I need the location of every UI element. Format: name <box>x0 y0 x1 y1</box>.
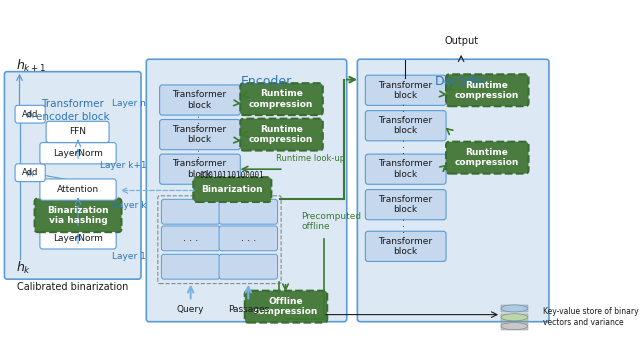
Bar <box>501 305 527 312</box>
FancyBboxPatch shape <box>161 254 220 279</box>
FancyBboxPatch shape <box>365 190 446 220</box>
FancyBboxPatch shape <box>244 291 327 323</box>
Text: Output: Output <box>444 36 478 46</box>
FancyBboxPatch shape <box>357 59 549 322</box>
Text: Layer 1: Layer 1 <box>113 252 147 261</box>
Text: Decoder: Decoder <box>435 75 488 88</box>
FancyBboxPatch shape <box>147 59 347 322</box>
Text: Runtime look-up: Runtime look-up <box>276 154 345 163</box>
Text: Add: Add <box>22 168 38 177</box>
Text: Layer n: Layer n <box>113 99 147 108</box>
FancyBboxPatch shape <box>159 85 240 115</box>
FancyBboxPatch shape <box>46 121 109 142</box>
FancyBboxPatch shape <box>161 199 220 224</box>
Text: Add: Add <box>22 110 38 119</box>
FancyBboxPatch shape <box>4 72 141 279</box>
FancyBboxPatch shape <box>193 177 271 202</box>
Text: Layer k+1: Layer k+1 <box>100 161 147 170</box>
Text: Query: Query <box>177 305 204 314</box>
Text: LayerNorm: LayerNorm <box>53 149 103 158</box>
FancyBboxPatch shape <box>219 254 278 279</box>
Text: Transformer
encoder block: Transformer encoder block <box>36 99 109 121</box>
Text: Runtime
compression: Runtime compression <box>454 148 519 167</box>
Text: Transformer
block: Transformer block <box>378 237 432 256</box>
FancyBboxPatch shape <box>40 179 116 200</box>
Text: FFN: FFN <box>70 127 86 136</box>
FancyBboxPatch shape <box>15 105 45 123</box>
Text: Transformer
block: Transformer block <box>172 125 227 144</box>
Text: Transformer
block: Transformer block <box>172 90 227 110</box>
Ellipse shape <box>501 305 527 312</box>
Text: Key-value store of binary
vectors and variance: Key-value store of binary vectors and va… <box>543 307 638 327</box>
Text: · · ·: · · · <box>400 103 410 118</box>
FancyBboxPatch shape <box>40 142 116 164</box>
Text: · · ·: · · · <box>400 139 410 154</box>
Text: Attention: Attention <box>57 185 99 194</box>
FancyBboxPatch shape <box>159 154 240 184</box>
Text: Runtime
compression: Runtime compression <box>249 90 314 109</box>
Text: Transformer
block: Transformer block <box>378 116 432 135</box>
Text: Offline
compression: Offline compression <box>253 297 317 316</box>
FancyBboxPatch shape <box>161 226 220 251</box>
Text: · · ·: · · · <box>400 217 410 233</box>
Text: $h_k$: $h_k$ <box>16 260 31 276</box>
FancyBboxPatch shape <box>159 120 240 150</box>
FancyBboxPatch shape <box>15 164 45 182</box>
FancyBboxPatch shape <box>219 226 278 251</box>
Text: Calibrated binarization: Calibrated binarization <box>17 282 129 292</box>
Bar <box>501 323 527 330</box>
Text: Runtime
compression: Runtime compression <box>249 125 314 144</box>
Text: Transformer
block: Transformer block <box>172 160 227 179</box>
Text: Transformer
block: Transformer block <box>378 81 432 100</box>
Ellipse shape <box>501 314 527 321</box>
FancyBboxPatch shape <box>365 154 446 184</box>
FancyBboxPatch shape <box>365 111 446 141</box>
Text: LayerNorm: LayerNorm <box>53 234 103 243</box>
FancyBboxPatch shape <box>219 199 278 224</box>
Text: Precomputed
offline: Precomputed offline <box>301 212 362 231</box>
FancyBboxPatch shape <box>446 142 529 174</box>
Text: Transformer
block: Transformer block <box>378 160 432 179</box>
Text: · · ·: · · · <box>195 115 205 130</box>
Text: Binarization: Binarization <box>202 185 263 194</box>
Text: · · ·: · · · <box>195 148 205 164</box>
FancyBboxPatch shape <box>240 83 323 115</box>
FancyBboxPatch shape <box>35 198 122 232</box>
FancyBboxPatch shape <box>365 231 446 261</box>
Text: Transformer
block: Transformer block <box>378 195 432 214</box>
FancyBboxPatch shape <box>240 119 323 151</box>
Text: Layer k: Layer k <box>113 201 147 210</box>
Text: Encoder: Encoder <box>241 75 292 88</box>
Text: Binarization
via hashing: Binarization via hashing <box>47 206 109 225</box>
Text: · · ·: · · · <box>241 236 256 246</box>
Text: Runtime
compression: Runtime compression <box>454 81 519 100</box>
Ellipse shape <box>501 323 527 330</box>
Text: $h_{k+1}$: $h_{k+1}$ <box>16 58 47 74</box>
Bar <box>501 314 527 321</box>
FancyBboxPatch shape <box>40 228 116 249</box>
FancyBboxPatch shape <box>446 74 529 106</box>
FancyBboxPatch shape <box>365 75 446 105</box>
Text: 01010110100001: 01010110100001 <box>200 171 265 180</box>
Text: · · ·: · · · <box>183 236 198 246</box>
Text: Passages: Passages <box>228 305 269 314</box>
